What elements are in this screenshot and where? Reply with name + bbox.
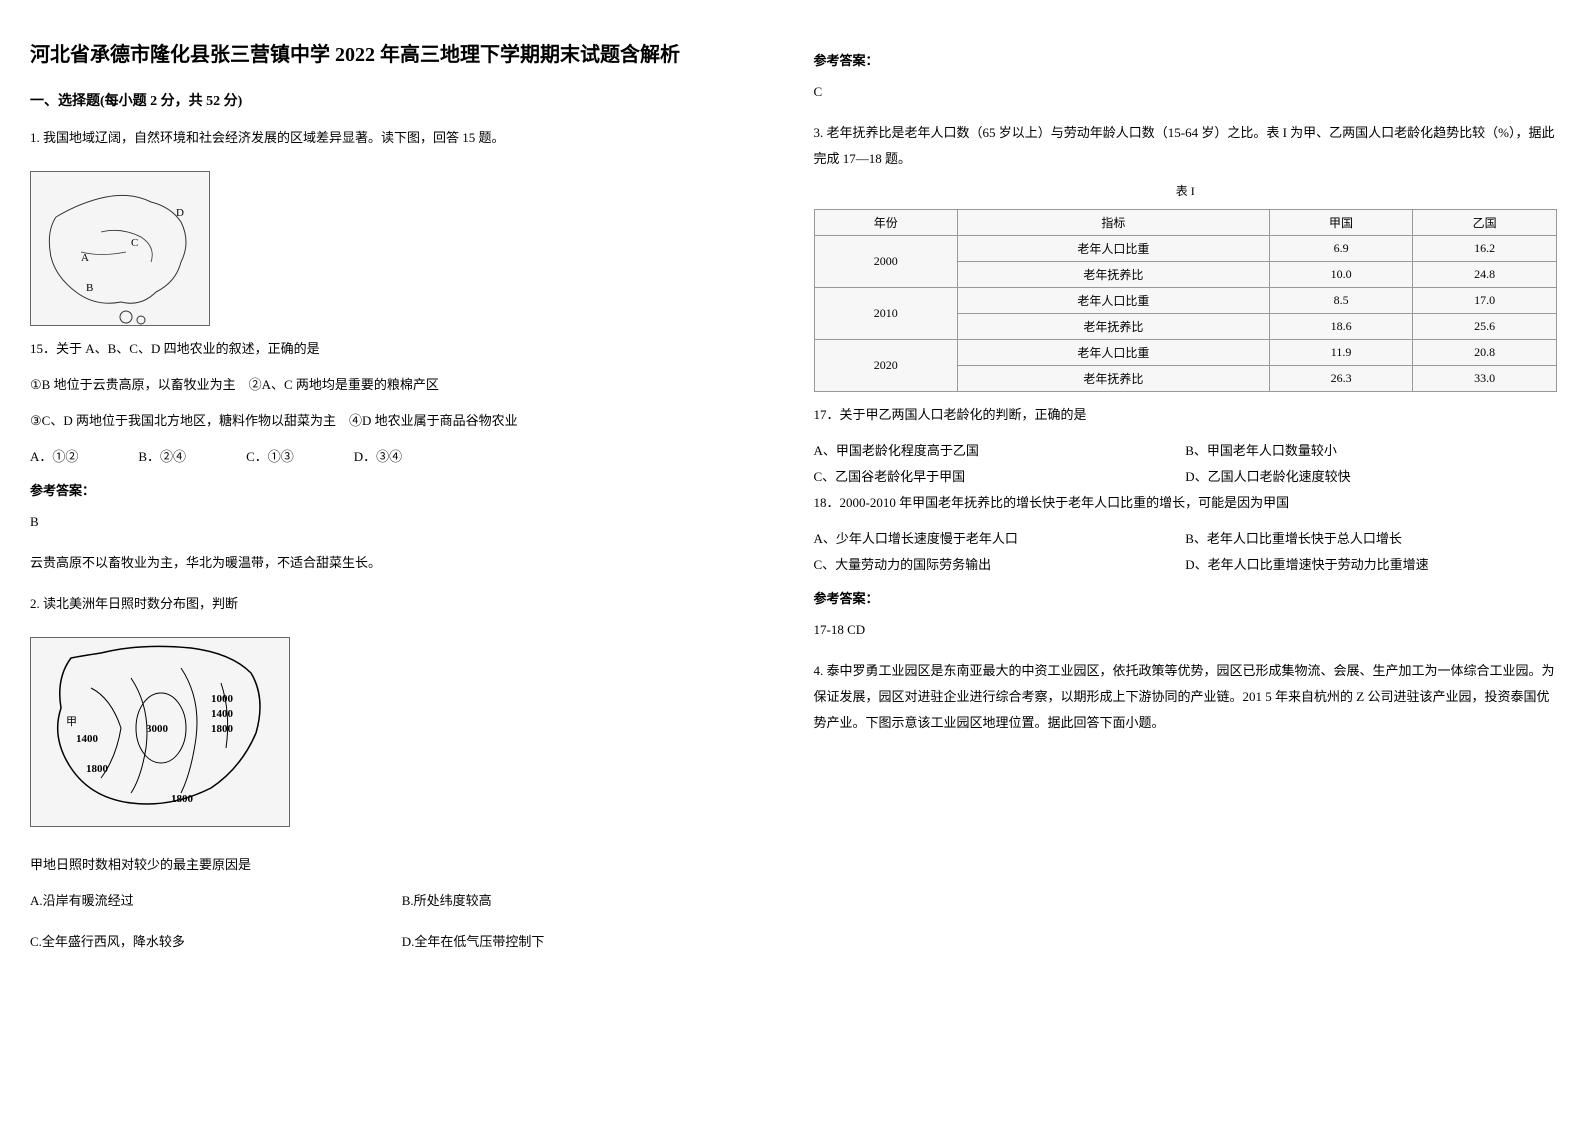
- q1-stmt2: ③C、D 两地位于我国北方地区，糖料作物以甜菜为主 ④D 地农业属于商品谷物农业: [30, 408, 774, 434]
- q3-intro: 3. 老年抚养比是老年人口数（65 岁以上）与劳动年龄人口数（15-64 岁）之…: [814, 120, 1558, 172]
- q2-options-row1: A.沿岸有暖流经过 B.所处纬度较高: [30, 888, 774, 914]
- map-label-v3: 3000: [146, 723, 168, 735]
- q3-answer-label: 参考答案：: [814, 588, 1558, 607]
- q1-optD: D．③④: [354, 444, 402, 470]
- map-label-v2: 1800: [86, 763, 108, 775]
- q18-options-row1: A、少年人口增长速度慢于老年人口 B、老年人口比重增长快于总人口增长: [814, 526, 1558, 552]
- q2-answer: C: [814, 79, 1558, 105]
- map-label-v7: 1800: [171, 793, 193, 805]
- cell: 24.8: [1413, 262, 1557, 288]
- q2-intro: 2. 读北美洲年日照时数分布图，判断: [30, 591, 774, 617]
- q1-optC: C．①③: [246, 444, 294, 470]
- left-column: 河北省承德市隆化县张三营镇中学 2022 年高三地理下学期期末试题含解析 一、选…: [30, 40, 774, 955]
- cell: 老年人口比重: [958, 236, 1270, 262]
- cell: 老年人口比重: [958, 340, 1270, 366]
- q17-optB: B、甲国老年人口数量较小: [1185, 438, 1557, 464]
- th-indicator: 指标: [958, 210, 1270, 236]
- map-label-d: D: [176, 207, 184, 219]
- cell: 20.8: [1413, 340, 1557, 366]
- cell: 老年人口比重: [958, 288, 1270, 314]
- cell-year-2000: 2000: [814, 236, 958, 288]
- right-column: 参考答案： C 3. 老年抚养比是老年人口数（65 岁以上）与劳动年龄人口数（1…: [814, 40, 1558, 955]
- th-year: 年份: [814, 210, 958, 236]
- cell-year-2020: 2020: [814, 340, 958, 392]
- map-label-b: B: [86, 282, 93, 294]
- q1-optB: B．②④: [138, 444, 186, 470]
- q1-intro: 1. 我国地域辽阔，自然环境和社会经济发展的区域差异显著。读下图，回答 15 题…: [30, 125, 774, 151]
- q1-options: A．①② B．②④ C．①③ D．③④: [30, 444, 774, 470]
- q2-optA: A.沿岸有暖流经过: [30, 888, 402, 914]
- cell: 26.3: [1269, 366, 1413, 392]
- th-country-a: 甲国: [1269, 210, 1413, 236]
- q17-optC: C、乙国谷老龄化早于甲国: [814, 464, 1186, 490]
- china-map-figure: A B C D: [30, 171, 210, 326]
- cell: 16.2: [1413, 236, 1557, 262]
- right-answer-label: 参考答案：: [814, 50, 1558, 69]
- cell: 25.6: [1413, 314, 1557, 340]
- q2-options-row2: C.全年盛行西风，降水较多 D.全年在低气压带控制下: [30, 929, 774, 955]
- map-label-v6: 1800: [211, 723, 233, 735]
- q18-optC: C、大量劳动力的国际劳务输出: [814, 552, 1186, 578]
- table-row: 2000 老年人口比重 6.9 16.2: [814, 236, 1557, 262]
- cell: 老年抚养比: [958, 366, 1270, 392]
- cell: 8.5: [1269, 288, 1413, 314]
- table-row: 2020 老年人口比重 11.9 20.8: [814, 340, 1557, 366]
- q1-sub: 15．关于 A、B、C、D 四地农业的叙述，正确的是: [30, 336, 774, 362]
- q1-stmt1: ①B 地位于云贵高原，以畜牧业为主 ②A、C 两地均是重要的粮棉产区: [30, 372, 774, 398]
- q3-answer: 17-18 CD: [814, 617, 1558, 643]
- th-country-b: 乙国: [1413, 210, 1557, 236]
- q18-options-row2: C、大量劳动力的国际劳务输出 D、老年人口比重增速快于劳动力比重增速: [814, 552, 1558, 578]
- q17-optD: D、乙国人口老龄化速度较快: [1185, 464, 1557, 490]
- q18-optD: D、老年人口比重增速快于劳动力比重增速: [1185, 552, 1557, 578]
- cell-year-2010: 2010: [814, 288, 958, 340]
- table-row: 2010 老年人口比重 8.5 17.0: [814, 288, 1557, 314]
- cell: 33.0: [1413, 366, 1557, 392]
- table-header-row: 年份 指标 甲国 乙国: [814, 210, 1557, 236]
- page-container: 河北省承德市隆化县张三营镇中学 2022 年高三地理下学期期末试题含解析 一、选…: [30, 40, 1557, 955]
- cell: 11.9: [1269, 340, 1413, 366]
- q17-options-row2: C、乙国谷老龄化早于甲国 D、乙国人口老龄化速度较快: [814, 464, 1558, 490]
- q1-optA: A．①②: [30, 444, 78, 470]
- aging-data-table: 年份 指标 甲国 乙国 2000 老年人口比重 6.9 16.2 老年抚养比 1…: [814, 209, 1558, 392]
- cell: 17.0: [1413, 288, 1557, 314]
- q18-optA: A、少年人口增长速度慢于老年人口: [814, 526, 1186, 552]
- map-label-v5: 1400: [211, 708, 233, 720]
- table-caption: 表 I: [814, 182, 1558, 199]
- cell: 老年抚养比: [958, 314, 1270, 340]
- map-label-v1: 1400: [76, 733, 98, 745]
- cell: 18.6: [1269, 314, 1413, 340]
- q2-optD: D.全年在低气压带控制下: [402, 929, 774, 955]
- q18-optB: B、老年人口比重增长快于总人口增长: [1185, 526, 1557, 552]
- cell: 10.0: [1269, 262, 1413, 288]
- map-label-v4: 1000: [211, 693, 233, 705]
- q17-options-row1: A、甲国老龄化程度高于乙国 B、甲国老年人口数量较小: [814, 438, 1558, 464]
- q2-sub: 甲地日照时数相对较少的最主要原因是: [30, 852, 774, 878]
- section-title: 一、选择题(每小题 2 分，共 52 分): [30, 90, 774, 110]
- q4-intro: 4. 泰中罗勇工业园区是东南亚最大的中资工业园区，依托政策等优势，园区已形成集物…: [814, 658, 1558, 736]
- q3-sub18: 18．2000-2010 年甲国老年抚养比的增长快于老年人口比重的增长，可能是因…: [814, 490, 1558, 516]
- q2-optB: B.所处纬度较高: [402, 888, 774, 914]
- q2-optC: C.全年盛行西风，降水较多: [30, 929, 402, 955]
- q3-sub17: 17．关于甲乙两国人口老龄化的判断，正确的是: [814, 402, 1558, 428]
- q1-explanation: 云贵高原不以畜牧业为主，华北为暖温带，不适合甜菜生长。: [30, 550, 774, 576]
- document-title: 河北省承德市隆化县张三营镇中学 2022 年高三地理下学期期末试题含解析: [30, 40, 774, 70]
- map-label-jia: 甲: [66, 713, 77, 729]
- cell: 6.9: [1269, 236, 1413, 262]
- north-america-map-figure: 1400 1800 3000 1000 1400 1800 1800 甲: [30, 637, 290, 827]
- q17-optA: A、甲国老龄化程度高于乙国: [814, 438, 1186, 464]
- q1-answer: B: [30, 509, 774, 535]
- map-label-c: C: [131, 237, 138, 249]
- q1-answer-label: 参考答案：: [30, 480, 774, 499]
- cell: 老年抚养比: [958, 262, 1270, 288]
- map-label-a: A: [81, 252, 89, 264]
